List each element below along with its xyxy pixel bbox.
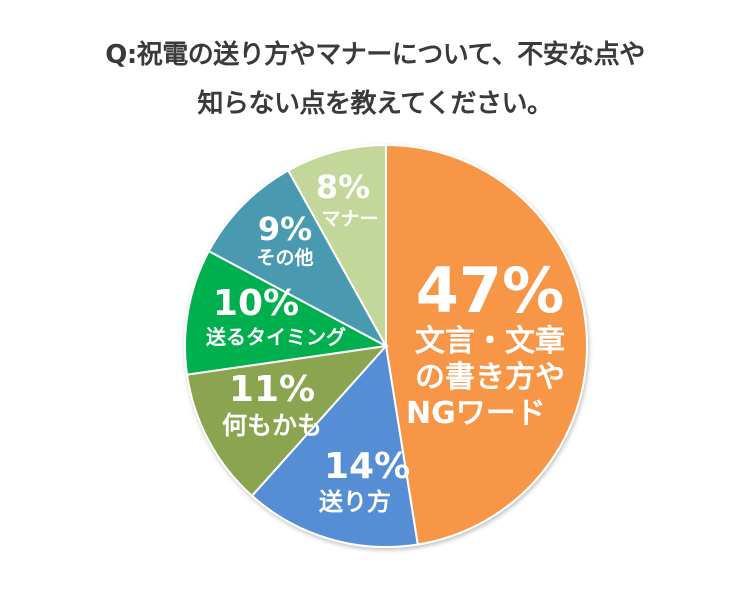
- slice-category: 送り方: [319, 488, 391, 516]
- slice-label-other: 9% その他: [240, 212, 330, 270]
- slice-wording: [385, 143, 588, 546]
- slice-category: 何もかも: [221, 411, 322, 440]
- slice-label-everything: 11% 何もかも: [202, 370, 342, 442]
- slice-category: その他: [256, 247, 314, 269]
- slice-everything: [185, 344, 389, 498]
- slice-label-manners: 8% マナー: [300, 168, 400, 232]
- chart-title-line-2: 知らない点を教えてください。: [197, 89, 553, 119]
- slice-category: の書き方や: [415, 360, 565, 395]
- slice-category: マナー: [321, 208, 379, 230]
- slice-percent: 11%: [228, 369, 316, 410]
- slice-manners: [286, 143, 387, 350]
- slice-label-timing: 10% 送るタイミング: [186, 284, 366, 350]
- slice-percent: 14%: [324, 446, 411, 487]
- slice-percent: 8%: [315, 168, 371, 206]
- slice-percent: 10%: [212, 283, 300, 324]
- slice-timing: [184, 249, 390, 376]
- slice-label-how-to-send: 14% 送り方: [300, 448, 410, 518]
- slice-category: 文言・文章: [415, 324, 565, 359]
- slice-how-to-send: [250, 343, 419, 548]
- slice-category: NGワード: [406, 396, 546, 431]
- slice-other: [207, 168, 389, 349]
- slice-percent: 47%: [415, 254, 565, 327]
- slice-category: 送るタイミング: [206, 325, 346, 349]
- chart-title-line-1: Q:祝電の送り方やマナーについて、不安な点や: [105, 40, 645, 70]
- slice-label-wording: 47% 文言・文章 の書き方や NGワード: [400, 258, 580, 432]
- slice-percent: 9%: [257, 210, 313, 248]
